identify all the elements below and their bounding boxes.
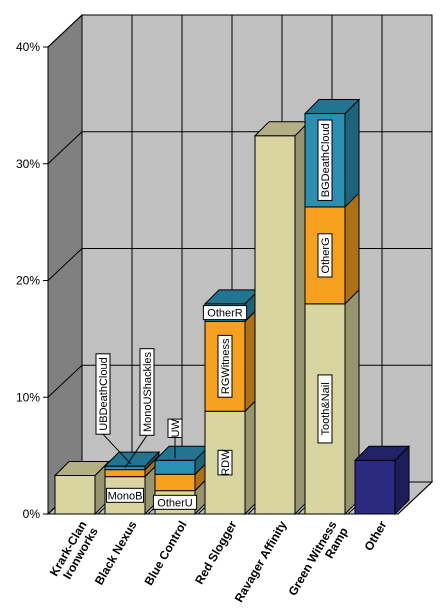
segment-label-box <box>152 494 198 510</box>
segment-label-box <box>95 353 111 435</box>
bar-segment-front <box>54 474 96 515</box>
segment-label: MonoB <box>108 490 143 502</box>
segment-label-box <box>202 305 248 321</box>
bar-segment-front <box>154 473 196 492</box>
bar-segment-top <box>353 445 411 461</box>
bar-segment-front <box>154 459 196 475</box>
segment-label-box <box>317 374 333 444</box>
segment-label: OtherU <box>157 497 193 509</box>
segment-label: OtherG <box>320 237 332 273</box>
segment-label-box <box>217 449 233 476</box>
y-tick-label: 30% <box>16 157 40 171</box>
segment-label: BGDeathCloud <box>320 123 332 197</box>
bar-segment-front <box>254 135 296 515</box>
x-tick-label: Blue Control <box>141 519 189 588</box>
bar-segment-side <box>344 98 360 209</box>
x-tick-label: Red Slogger <box>192 518 240 586</box>
segment-label-box <box>167 418 183 438</box>
gridline-side <box>47 364 83 398</box>
bar-segment-top <box>303 99 361 115</box>
y-tick-label: 20% <box>16 274 40 288</box>
bar-segment-side <box>344 191 360 306</box>
segment-label: Tooth&Nail <box>320 382 332 435</box>
segment-label: RDW <box>220 449 232 476</box>
x-tick-label: Black Nexus <box>92 518 140 587</box>
segment-label: UW <box>170 419 182 438</box>
x-tick-label: Ravager Affinity <box>232 518 290 605</box>
segment-label: UBDeathCloud <box>98 357 110 430</box>
segment-label-box <box>217 334 233 398</box>
segment-label-box <box>317 233 333 278</box>
y-tick-label: 0% <box>23 507 41 521</box>
bar-segment-front <box>104 469 146 478</box>
x-tick-label: Krark-ClanIronworks <box>47 518 101 585</box>
bar-segment-front <box>354 459 396 515</box>
segment-label-box <box>106 487 144 503</box>
segment-label: OtherR <box>207 308 243 320</box>
x-tick-label: Other <box>361 518 389 553</box>
segment-label: RGWitness <box>220 338 232 394</box>
y-tick-label: 40% <box>16 40 40 54</box>
bar-segment-front <box>104 465 146 471</box>
x-tick-label: Green WitnessRamp <box>286 518 352 604</box>
y-tick-label: 10% <box>16 390 40 404</box>
segment-label-box <box>139 348 155 436</box>
gridline-side <box>47 248 83 281</box>
floor-gridline <box>397 481 433 515</box>
segment-label-box <box>317 119 333 201</box>
gridline-side <box>47 14 83 48</box>
gridline-side <box>47 131 83 165</box>
bar-segment-top <box>103 451 161 467</box>
segment-label: MonoUShackles <box>142 351 154 432</box>
label-leader-line <box>102 433 132 465</box>
